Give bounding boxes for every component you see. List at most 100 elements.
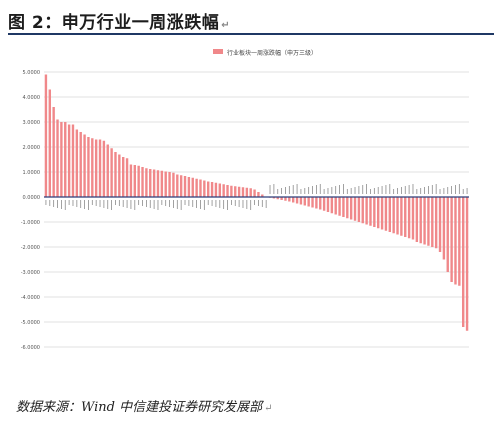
- bar: [342, 197, 345, 217]
- bar: [122, 157, 125, 197]
- bar: [183, 176, 187, 197]
- bar: [400, 197, 403, 236]
- source-note-text: 数据来源：Wind 中信建投证券研究发展部: [16, 400, 263, 415]
- bar: [392, 197, 395, 234]
- bar: [145, 168, 148, 197]
- bar: [257, 192, 260, 197]
- bar: [284, 197, 287, 201]
- chart-bars: [44, 74, 469, 331]
- bar: [56, 119, 59, 197]
- y-tick-label: -6.0000: [21, 345, 40, 351]
- y-tick-label: 2.0000: [23, 145, 41, 151]
- bar: [98, 139, 102, 197]
- bar: [384, 197, 388, 231]
- bar: [203, 180, 206, 197]
- source-note: 数据来源：Wind 中信建投证券研究发展部 ↵: [16, 396, 273, 415]
- bar: [226, 185, 229, 197]
- bar: [249, 188, 252, 197]
- bar: [450, 197, 453, 282]
- bar: [195, 178, 198, 197]
- bar: [149, 169, 152, 197]
- bar: [446, 197, 449, 272]
- bar: [361, 197, 364, 224]
- bar-chart: 行业板块一周涨跌幅（申万三级） 5.0000 4.0000 3.0000 2.0000…: [8, 36, 494, 386]
- bar: [91, 138, 94, 197]
- figure-title-text: 图 2：申万行业一周涨跌幅: [8, 13, 220, 33]
- legend-label: 行业板块一周涨跌幅（申万三级）: [227, 49, 317, 57]
- bar: [338, 197, 341, 216]
- bar: [404, 197, 407, 237]
- bar: [102, 140, 106, 197]
- bar: [388, 197, 391, 232]
- bar: [218, 183, 221, 197]
- bar: [292, 197, 295, 203]
- y-axis-tick-labels: 5.0000 4.0000 3.0000 2.0000 1.0000 0.0000 -1.0…: [21, 70, 40, 351]
- bar: [106, 144, 109, 197]
- bar: [199, 179, 202, 197]
- paragraph-mark-icon: ↵: [221, 20, 231, 31]
- bar: [322, 197, 326, 211]
- paragraph-mark-icon: ↵: [264, 403, 273, 414]
- bar: [462, 197, 465, 327]
- bar: [431, 197, 434, 247]
- bar: [214, 182, 218, 197]
- y-tick-label: -1.0000: [21, 220, 40, 226]
- bar: [407, 197, 411, 239]
- y-tick-label: 5.0000: [23, 70, 41, 76]
- bar: [377, 197, 380, 229]
- bar: [241, 187, 245, 197]
- bar: [156, 170, 160, 197]
- bar: [187, 177, 191, 197]
- bar: [125, 158, 129, 197]
- bar: [442, 197, 446, 260]
- bar: [245, 187, 249, 197]
- title-rule: [8, 33, 494, 35]
- bar: [87, 137, 90, 197]
- bar: [380, 197, 384, 230]
- bar: [168, 172, 171, 197]
- bar: [207, 181, 210, 197]
- legend-swatch: [213, 49, 223, 54]
- bar: [438, 197, 442, 252]
- y-tick-label: 0.0000: [23, 195, 41, 201]
- bar: [454, 197, 457, 285]
- y-tick-label: 4.0000: [23, 95, 41, 101]
- bar: [110, 148, 113, 197]
- y-tick-label: -5.0000: [21, 320, 40, 326]
- bar: [83, 134, 86, 197]
- bar: [458, 197, 461, 286]
- bar: [60, 122, 63, 197]
- y-tick-label: -4.0000: [21, 295, 40, 301]
- bar: [311, 197, 314, 208]
- bar: [427, 197, 430, 246]
- bar-chart-svg: 行业板块一周涨跌幅（申万三级） 5.0000 4.0000 3.0000 2.0000…: [21, 49, 469, 351]
- bar: [299, 197, 303, 205]
- bar: [237, 186, 241, 197]
- chart-legend: 行业板块一周涨跌幅（申万三级）: [213, 49, 317, 57]
- bar: [191, 177, 194, 197]
- bar: [349, 197, 353, 220]
- bar: [64, 122, 67, 197]
- bar: [141, 167, 144, 197]
- bar: [176, 174, 179, 197]
- y-tick-label: 1.0000: [23, 170, 41, 176]
- bar: [373, 197, 376, 227]
- bar: [222, 184, 225, 197]
- bar: [114, 152, 117, 197]
- bar: [133, 165, 136, 197]
- x-category-labels: [45, 184, 468, 210]
- y-tick-label: -3.0000: [21, 270, 40, 276]
- bar: [52, 107, 55, 197]
- bar: [272, 197, 276, 199]
- bar: [411, 197, 415, 240]
- bar: [319, 197, 322, 210]
- bar: [396, 197, 399, 235]
- bar: [164, 171, 167, 197]
- bar: [79, 132, 82, 197]
- bar: [315, 197, 318, 209]
- bar: [276, 197, 279, 200]
- bar: [423, 197, 426, 245]
- bar: [172, 172, 175, 197]
- bar: [261, 194, 264, 197]
- bar: [71, 124, 75, 197]
